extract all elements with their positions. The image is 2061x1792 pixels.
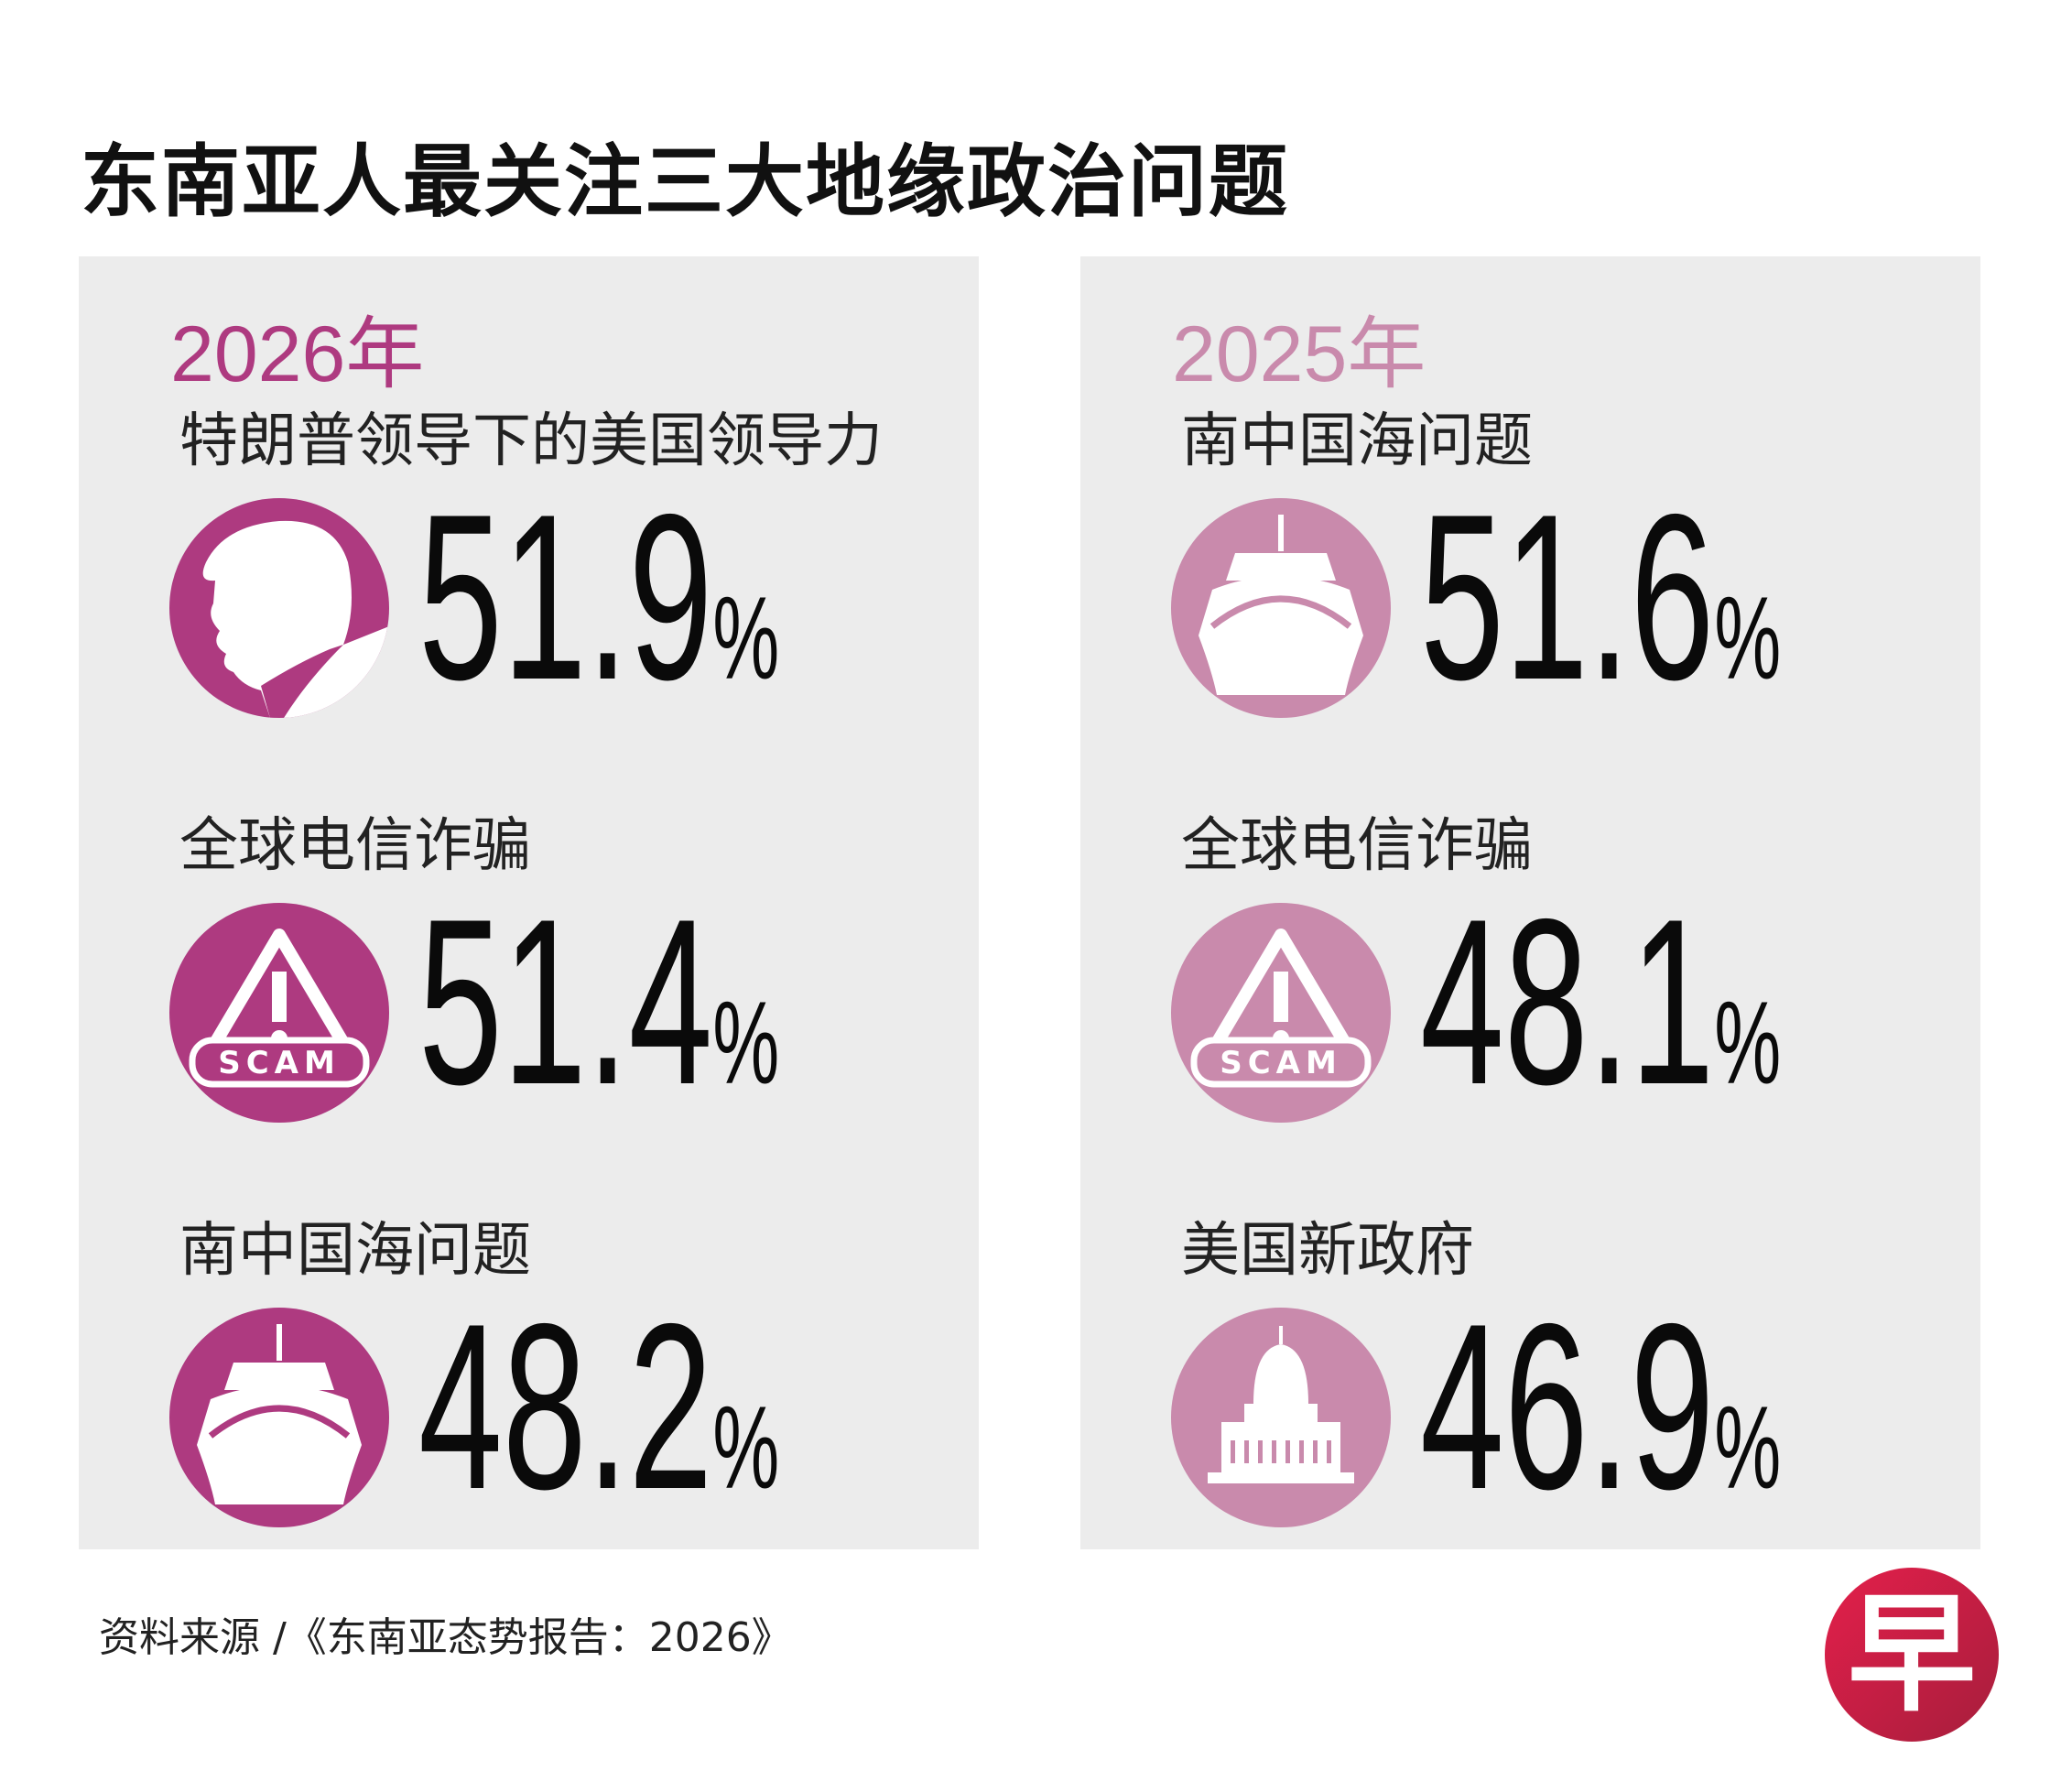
percentage-value: 51.9% xyxy=(418,464,780,729)
panel-2026: 2026年 特朗普领导下的美国领导力 51.9% 全球电信诈骗 SCAM 51.… xyxy=(79,256,979,1549)
issue-label: 全球电信诈骗 xyxy=(179,812,531,880)
scam-warning-icon: SCAM xyxy=(169,903,389,1123)
issue-label: 南中国海问题 xyxy=(179,1217,531,1285)
issue-row: 特朗普领导下的美国领导力 51.9% xyxy=(79,394,979,798)
issue-label: 全球电信诈骗 xyxy=(1181,812,1533,880)
percentage-value: 51.6% xyxy=(1420,464,1782,729)
issue-row: 美国新政府 46.9% xyxy=(1080,1203,1980,1608)
percentage-value: 46.9% xyxy=(1420,1274,1782,1538)
trump-profile-icon xyxy=(169,498,389,718)
svg-text:SCAM: SCAM xyxy=(1220,1045,1342,1081)
issue-label: 特朗普领导下的美国领导力 xyxy=(179,407,883,475)
percentage-value: 48.1% xyxy=(1420,869,1782,1134)
issue-row: 全球电信诈骗 SCAM 51.4% xyxy=(79,798,979,1203)
issue-row: 南中国海问题 48.2% xyxy=(79,1203,979,1608)
scam-warning-icon: SCAM xyxy=(1171,903,1391,1123)
capitol-icon xyxy=(1171,1308,1391,1527)
zaobao-logo: 早 xyxy=(1825,1568,1999,1742)
issue-label: 南中国海问题 xyxy=(1181,407,1533,475)
percentage-value: 51.4% xyxy=(418,869,780,1134)
panel-2025: 2025年 南中国海问题 51.6% 全球电信诈骗 SCAM 48.1% 美国新… xyxy=(1080,256,1980,1549)
source-note: 资料来源 /《东南亚态势报告：2026》 xyxy=(99,1614,792,1661)
year-label: 2025年 xyxy=(1172,310,1426,398)
svg-text:SCAM: SCAM xyxy=(218,1045,341,1081)
ship-icon xyxy=(1171,498,1391,718)
page-title: 东南亚人最关注三大地缘政治问题 xyxy=(81,136,1289,228)
year-label: 2026年 xyxy=(170,310,425,398)
issue-label: 美国新政府 xyxy=(1181,1217,1474,1285)
issue-row: 全球电信诈骗 SCAM 48.1% xyxy=(1080,798,1980,1203)
ship-icon xyxy=(169,1308,389,1527)
percentage-value: 48.2% xyxy=(418,1274,780,1538)
issue-row: 南中国海问题 51.6% xyxy=(1080,394,1980,798)
